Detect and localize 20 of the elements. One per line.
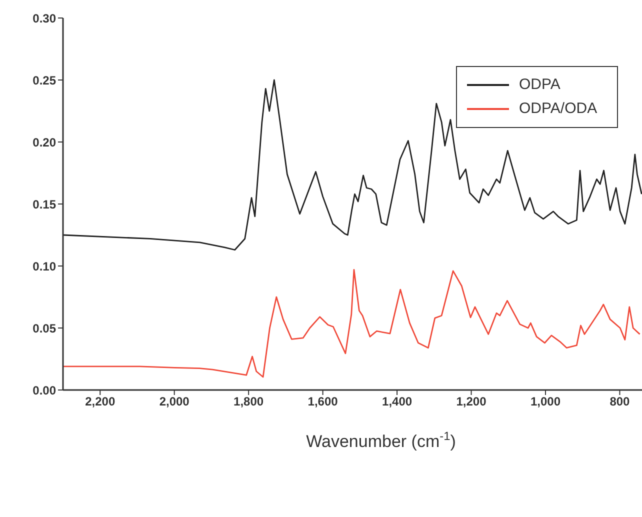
x-tick-label: 1,400 <box>382 394 412 409</box>
y-tick-label: 0.25 <box>32 73 56 88</box>
x-tick-label: 1,200 <box>456 394 487 409</box>
y-tick-label: 0.30 <box>32 11 56 26</box>
x-axis-title: Wavenumber (cm$^{-1}$) <box>306 429 456 451</box>
y-tick-label: 0.20 <box>32 135 56 150</box>
x-tick-label: 1,000 <box>530 394 561 409</box>
x-tick-label: 1,600 <box>308 394 338 409</box>
y-tick-label: 0.00 <box>32 383 56 398</box>
line-series <box>63 79 642 251</box>
x-tick-label: 2,200 <box>85 394 116 409</box>
y-tick-label: 0.15 <box>32 197 56 212</box>
y-tick-label: 0.05 <box>32 321 56 336</box>
line-series <box>63 269 640 378</box>
legend-label: ODPA/ODA <box>519 99 598 119</box>
x-tick-label: 2,000 <box>159 394 190 409</box>
y-tick-label: 0.10 <box>32 259 56 274</box>
x-tick-label: 1,800 <box>234 394 264 409</box>
legend-label: ODPA <box>519 75 560 95</box>
x-tick-label: 800 <box>610 394 630 409</box>
